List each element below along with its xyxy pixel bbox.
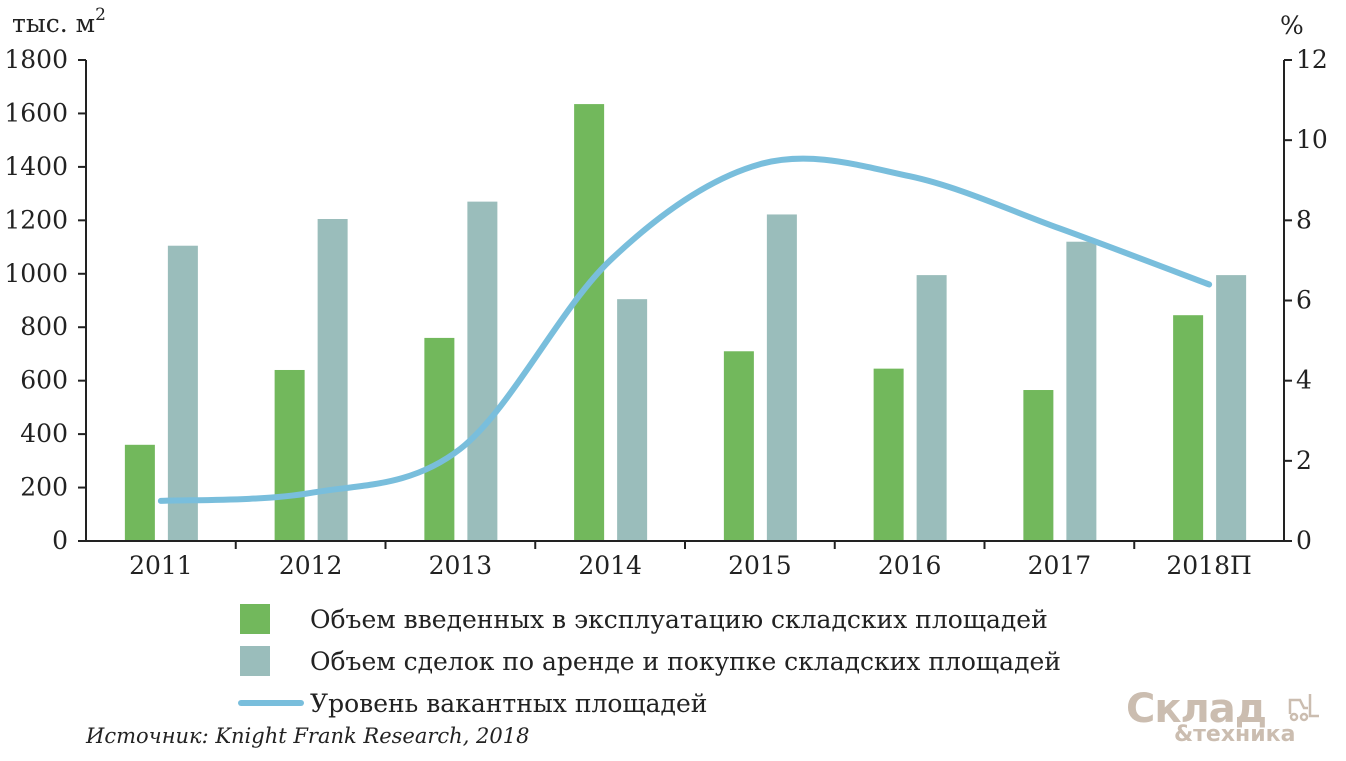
combo-chart: 0 200 400 600 800 1000 1200 1400 1600 1800 0 2 4 6 8 10… bbox=[4, 5, 1327, 580]
bars-group bbox=[124, 104, 1247, 541]
left-tick-label-1000: 1000 bbox=[4, 259, 68, 288]
line-layer bbox=[157, 155, 1213, 504]
right-tick-label-10: 10 bbox=[1296, 125, 1328, 154]
legend-item-vacancy: Уровень вакантных площадей bbox=[238, 682, 1061, 724]
left-tick-label-800: 800 bbox=[20, 312, 68, 341]
x-tick-label-2011: 2011 bbox=[129, 551, 193, 580]
bar-deals-2013 bbox=[467, 201, 498, 541]
bar-deals-2017 bbox=[1066, 241, 1097, 541]
bar-commissioned-2012 bbox=[274, 369, 305, 541]
vacancy-line bbox=[157, 155, 1213, 504]
bar-commissioned-2015 bbox=[723, 351, 754, 541]
x-tick-label-2013: 2013 bbox=[429, 551, 493, 580]
legend-swatch-vacancy bbox=[238, 700, 304, 706]
left-tick-label-1800: 1800 bbox=[4, 45, 68, 74]
x-tick-label-2018П: 2018П bbox=[1166, 551, 1251, 580]
bar-deals-2015 bbox=[766, 214, 797, 541]
watermark-bottom: &техника bbox=[1174, 722, 1296, 747]
legend: Объем введенных в эксплуатацию складских… bbox=[238, 598, 1061, 724]
left-tick-label-200: 200 bbox=[20, 473, 68, 502]
legend-swatch-deals bbox=[240, 646, 270, 676]
left-tick-label-1200: 1200 bbox=[4, 205, 68, 234]
left-tick-label-600: 600 bbox=[20, 366, 68, 395]
bar-deals-2014 bbox=[617, 299, 648, 541]
bar-deals-2016 bbox=[916, 275, 947, 541]
left-tick-label-400: 400 bbox=[20, 419, 68, 448]
watermark-logo: Склад &техника bbox=[1126, 686, 1336, 752]
legend-label-deals: Объем сделок по аренде и покупке складск… bbox=[310, 646, 1061, 676]
legend-label-vacancy: Уровень вакантных площадей bbox=[310, 688, 708, 718]
legend-item-commissioned: Объем введенных в эксплуатацию складских… bbox=[240, 598, 1061, 640]
bar-commissioned-2018П bbox=[1173, 315, 1204, 541]
bar-commissioned-2011 bbox=[124, 444, 155, 541]
right-tick-label-2: 2 bbox=[1296, 446, 1312, 475]
source-note: Источник: Knight Frank Research, 2018 bbox=[86, 724, 530, 748]
legend-item-deals: Объем сделок по аренде и покупке складск… bbox=[240, 640, 1061, 682]
right-tick-label-12: 12 bbox=[1296, 45, 1328, 74]
x-tick-label-2017: 2017 bbox=[1028, 551, 1092, 580]
right-tick-label-4: 4 bbox=[1296, 366, 1312, 395]
bar-commissioned-2017 bbox=[1023, 390, 1054, 541]
watermark-top: Склад bbox=[1126, 686, 1267, 732]
left-tick-label-1600: 1600 bbox=[4, 98, 68, 127]
legend-label-commissioned: Объем введенных в эксплуатацию складских… bbox=[310, 604, 1048, 634]
bar-commissioned-2014 bbox=[574, 104, 605, 541]
x-tick-label-2012: 2012 bbox=[279, 551, 343, 580]
bar-commissioned-2013 bbox=[424, 337, 455, 541]
x-tick-label-2016: 2016 bbox=[878, 551, 942, 580]
bar-commissioned-2016 bbox=[873, 368, 904, 541]
left-axis-unit: тыс. м2 bbox=[12, 5, 106, 38]
right-tick-label-8: 8 bbox=[1296, 205, 1312, 234]
x-tick-label-2015: 2015 bbox=[728, 551, 792, 580]
right-tick-label-0: 0 bbox=[1296, 526, 1312, 555]
bar-deals-2011 bbox=[167, 245, 198, 541]
right-axis-unit: % bbox=[1280, 11, 1304, 40]
x-tick-label-2014: 2014 bbox=[578, 551, 642, 580]
left-tick-label-1400: 1400 bbox=[4, 152, 68, 181]
forklift-icon bbox=[1288, 694, 1319, 722]
axes-group: 0 200 400 600 800 1000 1200 1400 1600 1800 0 2 4 6 8 10… bbox=[4, 45, 1327, 580]
legend-swatch-commissioned bbox=[240, 604, 270, 634]
right-tick-label-6: 6 bbox=[1296, 286, 1312, 315]
bar-deals-2018П bbox=[1216, 275, 1247, 541]
left-tick-label-0: 0 bbox=[52, 526, 68, 555]
